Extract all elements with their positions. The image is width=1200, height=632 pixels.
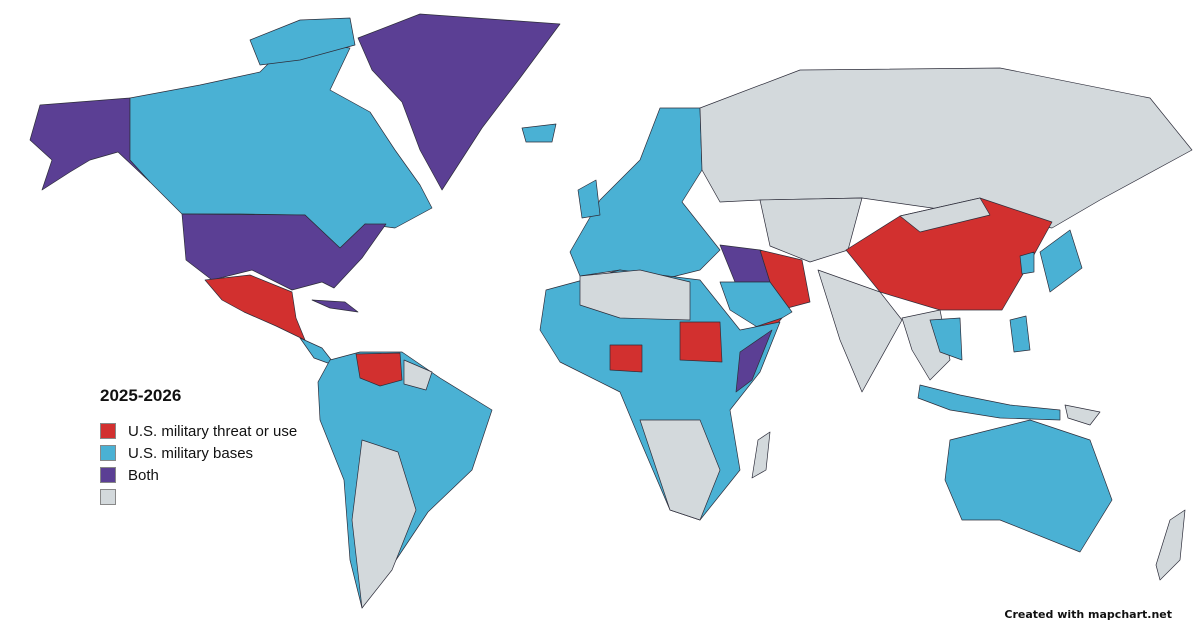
region-thailand-vietnam [929,317,963,361]
region-india [817,269,903,393]
region-central-asia [759,197,863,263]
region-uk [577,179,601,219]
legend-label: U.S. military threat or use [128,422,298,440]
credit-text: Created with mapchart.net [1004,608,1172,621]
legend-swatch-red [100,423,116,439]
region-madagascar [751,431,771,479]
region-indonesia [917,384,1061,421]
region-russia [699,67,1193,229]
region-korea [1019,251,1035,275]
region-iceland [521,123,557,143]
region-philippines [1009,315,1031,353]
region-nigeria [609,344,643,373]
region-iran [759,249,811,311]
region-southern-africa [639,419,721,521]
legend-swatch-gray [100,489,116,505]
region-guianas [403,359,433,391]
legend-swatch-purple [100,467,116,483]
legend-item-threat: U.S. military threat or use [100,420,297,442]
region-southern-cone [351,439,417,609]
region-mongolia [899,197,991,233]
legend-label: Both [128,466,159,484]
legend-item-bases: U.S. military bases [100,442,297,464]
region-papua [1064,404,1101,426]
region-venezuela [355,352,403,387]
legend-title: 2025-2026 [100,386,182,405]
legend-item-both: Both [100,464,297,486]
legend-swatch-blue [100,445,116,461]
region-cuba [311,299,359,313]
legend: 2025-2026 U.S. military threat or use U.… [100,386,297,508]
region-japan [1039,229,1083,293]
region-canada-islands [249,17,356,66]
region-australia [944,419,1113,553]
region-new-zealand [1155,509,1186,581]
legend-label: U.S. military bases [128,444,254,462]
legend-item-none [100,486,297,508]
region-sudan [679,321,723,363]
region-greenland [357,13,561,191]
region-somalia [735,329,773,393]
region-north-africa [579,269,691,321]
